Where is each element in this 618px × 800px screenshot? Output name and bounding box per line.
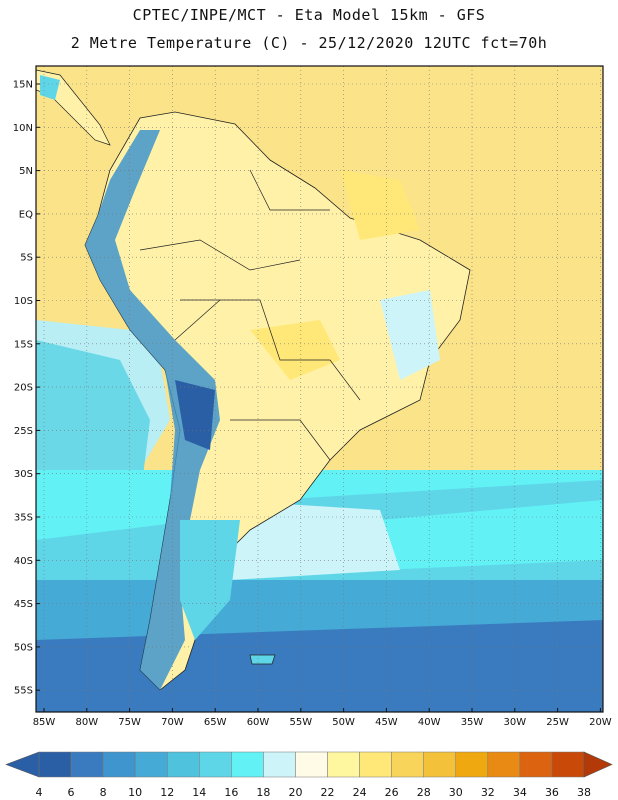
colorbar-label: 30 [449, 786, 463, 799]
atlantic-cyan-patch [380, 500, 603, 570]
colorbar-label: 38 [577, 786, 591, 799]
latitude-labels: 15N 10N 5N EQ 5S 10S 15S 20S 25S 30S 35S 40S 45S 50S 5… [13, 80, 33, 697]
lon-tick-label: 85W [33, 717, 56, 728]
colorbar-swatch [102, 751, 136, 778]
falkland-islands [249, 654, 276, 665]
colorbar-label: 18 [256, 786, 270, 799]
colorbar-label: 28 [417, 786, 431, 799]
lat-tick-label: 15N [13, 80, 33, 91]
lat-tick-label: 5N [19, 166, 33, 177]
colorbar-low-arrow [5, 751, 40, 778]
lon-tick-label: 75W [118, 717, 141, 728]
colorbar-swatch [199, 751, 232, 778]
colorbar-label: 34 [513, 786, 527, 799]
colorbar-label: 20 [288, 786, 302, 799]
lat-tick-label: 55S [14, 686, 33, 697]
colorbar-swatch [423, 751, 457, 778]
map-border [35, 65, 604, 713]
lat-tick-label: 40S [14, 556, 33, 567]
lon-tick-label: 60W [247, 717, 270, 728]
lon-tick-label: 25W [546, 717, 569, 728]
colorbar-label: 4 [36, 786, 43, 799]
colorbar-swatch [487, 751, 521, 778]
lon-tick-label: 80W [75, 717, 98, 728]
colorbar-label: 32 [481, 786, 495, 799]
lon-tick-label: 35W [461, 717, 484, 728]
colorbar-label: 14 [192, 786, 206, 799]
colorbar-label: 36 [545, 786, 559, 799]
lon-tick-label: 50W [332, 717, 355, 728]
grid-lines [36, 66, 603, 712]
colorbar-swatch [551, 751, 585, 778]
lat-tick-label: 15S [14, 339, 33, 350]
lon-tick-label: 45W [375, 717, 398, 728]
colorbar-swatch [263, 751, 296, 778]
central-america-highland [40, 75, 60, 100]
colorbar-swatch [391, 751, 424, 778]
lon-tick-label: 70W [161, 717, 184, 728]
cool-patch-highlands [380, 290, 440, 380]
lat-tick-label: 5S [20, 253, 33, 264]
colorbar-label: 10 [128, 786, 142, 799]
chart-title-line1: CPTEC/INPE/MCT - Eta Model 15km - GFS [132, 6, 486, 24]
colorbar-swatch [70, 751, 104, 778]
colorbar-swatch [38, 751, 72, 778]
colorbar-label: 12 [160, 786, 174, 799]
lat-tick-label: 25S [14, 426, 33, 437]
patagonia-cool [180, 520, 240, 640]
chart-title-line2: 2 Metre Temperature (C) - 25/12/2020 12U… [70, 34, 548, 52]
lat-tick-label: EQ [19, 209, 33, 220]
longitude-labels: 85W 80W 75W 70W 65W 60W 55W 50W 45W 40W 35W 30W 25W 2… [33, 717, 612, 728]
colorbar-swatch [327, 751, 360, 778]
colorbar-swatch [166, 751, 200, 778]
lon-tick-label: 55W [289, 717, 312, 728]
country-borders [139, 169, 361, 461]
lat-tick-label: 30S [14, 469, 33, 480]
colorbar-label: 8 [100, 786, 107, 799]
lon-tick-label: 65W [204, 717, 227, 728]
colorbar: 4 6 8 10 12 14 16 18 20 22 24 26 28 30 32 34 36 38 [5, 751, 613, 799]
lon-tick-label: 20W [589, 717, 612, 728]
colorbar-swatch [359, 751, 392, 778]
lon-tick-label: 40W [418, 717, 441, 728]
altiplano-cold-core [175, 380, 215, 450]
pacific-cold-band [36, 340, 150, 500]
lat-tick-label: 10N [13, 123, 33, 134]
lat-tick-label: 35S [14, 513, 33, 524]
lat-tick-label: 10S [14, 296, 33, 307]
map-field [36, 66, 603, 712]
colorbar-swatch [134, 751, 168, 778]
colorbar-label: 22 [321, 786, 335, 799]
warm-patch-a [250, 320, 340, 380]
warm-patch-b [340, 170, 420, 240]
colorbar-label: 24 [353, 786, 367, 799]
colorbar-swatch [519, 751, 553, 778]
colorbar-label: 6 [68, 786, 75, 799]
colorbar-label: 26 [385, 786, 399, 799]
andes-cold-strip [85, 130, 220, 690]
colorbar-swatch [295, 751, 328, 778]
colorbar-label: 16 [224, 786, 238, 799]
lon-tick-label: 30W [503, 717, 526, 728]
colorbar-high-arrow [583, 751, 613, 778]
lat-tick-label: 20S [14, 383, 33, 394]
colorbar-swatch [455, 751, 489, 778]
colorbar-swatch [231, 751, 264, 778]
lat-tick-label: 45S [14, 599, 33, 610]
lat-tick-label: 50S [14, 642, 33, 653]
